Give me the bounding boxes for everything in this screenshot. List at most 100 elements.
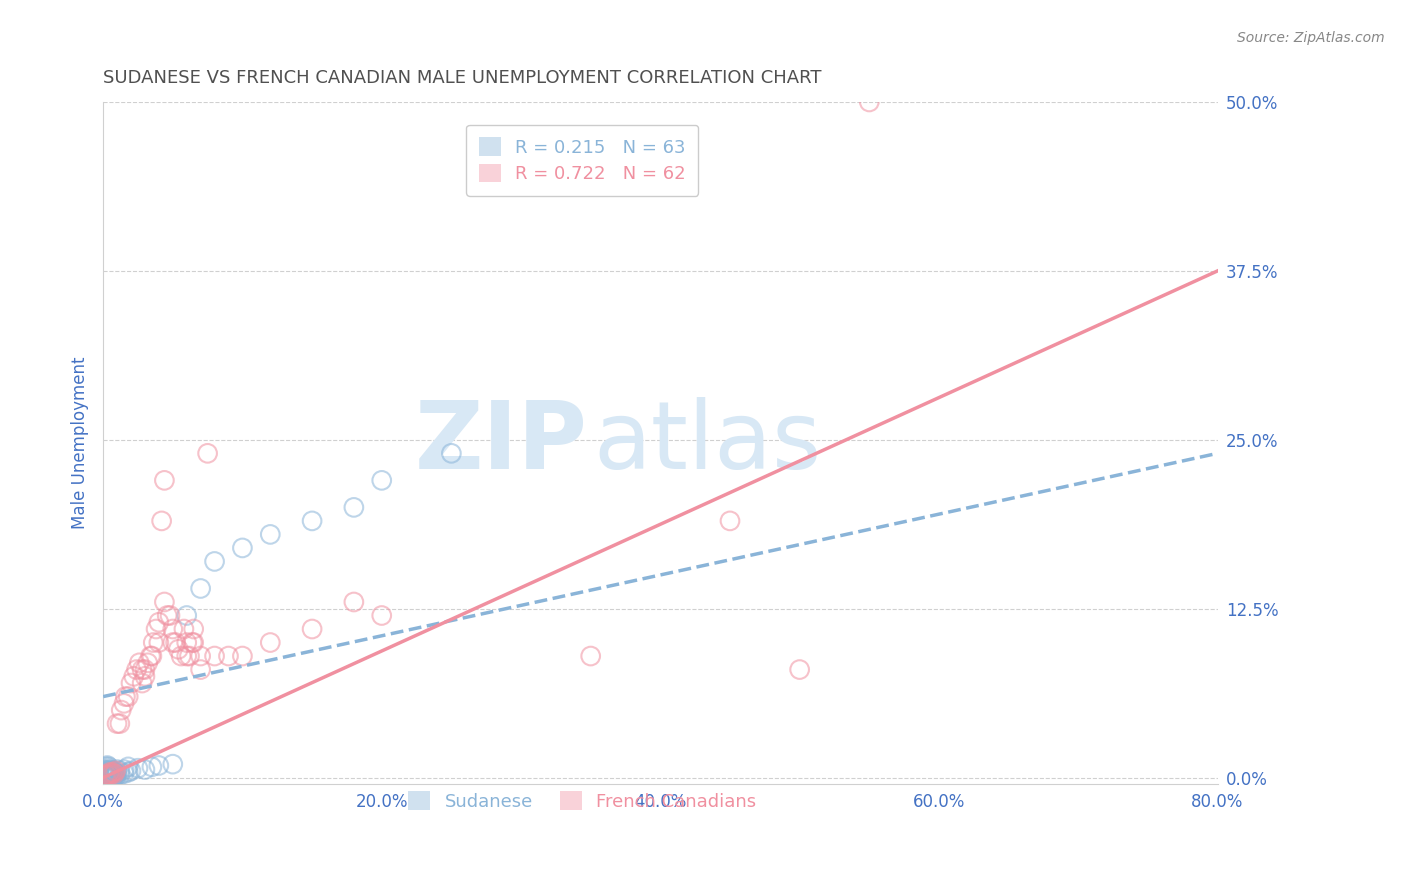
Point [139, 648, 162, 663]
Point [94, 768, 117, 782]
Point [579, 648, 602, 663]
Point [128, 656, 150, 670]
Point [183, 635, 205, 649]
Point [371, 474, 394, 488]
Point [190, 663, 212, 677]
Point [259, 635, 281, 649]
Point [125, 663, 148, 677]
Point [165, 635, 187, 649]
Point [134, 763, 156, 777]
Point [204, 648, 226, 663]
Point [100, 769, 122, 783]
Point [96, 768, 118, 782]
Point [100, 768, 122, 782]
Point [101, 766, 124, 780]
Point [97, 768, 120, 782]
Point [93, 768, 115, 782]
Point [162, 635, 184, 649]
Point [858, 95, 880, 109]
Point [134, 669, 156, 683]
Point [150, 514, 173, 528]
Point [112, 697, 135, 711]
Text: Source: ZipAtlas.com: Source: ZipAtlas.com [1237, 31, 1385, 45]
Point [108, 764, 131, 778]
Point [94, 769, 117, 783]
Point [153, 474, 176, 488]
Point [231, 541, 253, 555]
Point [103, 769, 125, 783]
Point [148, 635, 170, 649]
Point [440, 446, 463, 460]
Point [98, 763, 121, 777]
Point [110, 703, 132, 717]
Point [105, 765, 128, 780]
Point [117, 690, 139, 704]
Point [136, 656, 159, 670]
Point [103, 768, 125, 782]
Point [93, 769, 115, 783]
Point [101, 764, 124, 778]
Point [97, 760, 120, 774]
Point [176, 608, 198, 623]
Point [96, 769, 118, 783]
Legend: Sudanese, French Canadians: Sudanese, French Canadians [396, 779, 769, 823]
Text: SUDANESE VS FRENCH CANADIAN MALE UNEMPLOYMENT CORRELATION CHART: SUDANESE VS FRENCH CANADIAN MALE UNEMPLO… [103, 69, 821, 87]
Point [167, 642, 190, 657]
Point [162, 757, 184, 772]
Point [190, 582, 212, 596]
Point [98, 765, 121, 780]
Point [218, 648, 240, 663]
Point [93, 765, 115, 780]
Point [789, 663, 811, 677]
Point [93, 766, 115, 780]
Point [96, 765, 118, 780]
Y-axis label: Male Unemployment: Male Unemployment [72, 357, 89, 530]
Point [371, 608, 394, 623]
Point [105, 763, 128, 777]
Point [176, 635, 198, 649]
Point [105, 716, 128, 731]
Point [94, 765, 117, 780]
Point [134, 663, 156, 677]
Point [183, 622, 205, 636]
Point [122, 669, 145, 683]
Point [100, 764, 122, 778]
Point [141, 648, 163, 663]
Point [156, 608, 179, 623]
Point [120, 764, 142, 778]
Point [176, 648, 198, 663]
Point [343, 500, 366, 515]
Point [101, 765, 124, 780]
Point [204, 554, 226, 568]
Point [131, 663, 153, 677]
Point [104, 766, 127, 780]
Point [181, 635, 204, 649]
Point [197, 446, 219, 460]
Point [104, 764, 127, 778]
Point [104, 769, 127, 783]
Point [141, 760, 163, 774]
Point [96, 766, 118, 780]
Point [93, 769, 115, 783]
Point [179, 648, 201, 663]
Point [96, 768, 118, 782]
Point [108, 768, 131, 782]
Point [148, 615, 170, 630]
Point [343, 595, 366, 609]
Point [98, 769, 121, 783]
Point [120, 676, 142, 690]
Point [97, 764, 120, 778]
Point [94, 764, 117, 778]
Point [114, 690, 136, 704]
Point [100, 766, 122, 780]
Text: ZIP: ZIP [415, 397, 588, 489]
Point [301, 622, 323, 636]
Point [101, 769, 124, 783]
Point [170, 648, 193, 663]
Point [301, 514, 323, 528]
Point [117, 760, 139, 774]
Text: atlas: atlas [593, 397, 821, 489]
Point [112, 763, 135, 777]
Point [97, 766, 120, 780]
Point [142, 635, 165, 649]
